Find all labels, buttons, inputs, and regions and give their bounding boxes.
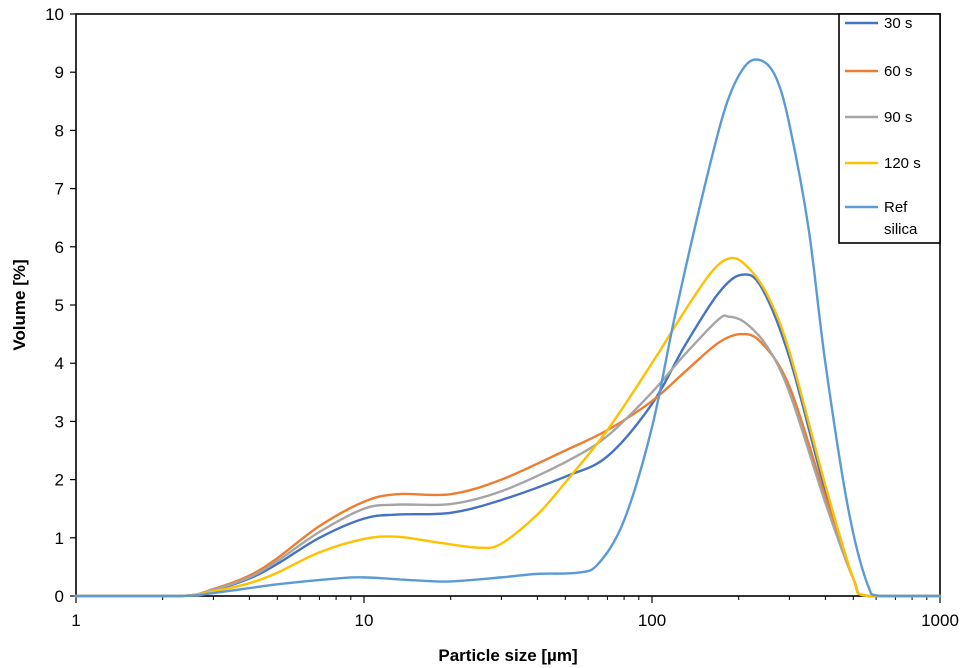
y-tick-label: 1 xyxy=(55,529,64,548)
y-tick-label: 6 xyxy=(55,238,64,257)
y-tick-label: 7 xyxy=(55,180,64,199)
x-tick-label: 10 xyxy=(355,611,374,630)
y-tick-label: 9 xyxy=(55,63,64,82)
series-line-1 xyxy=(74,332,942,598)
series-lines xyxy=(74,58,942,598)
y-tick-label: 2 xyxy=(55,471,64,490)
legend: 30 s 60 s 90 s 120 s Ref silica xyxy=(838,13,941,244)
legend-label: 90 s xyxy=(884,109,912,126)
y-axis-title: Volume [%] xyxy=(10,259,29,350)
series-line-3 xyxy=(74,256,942,598)
x-tick-label: 1 xyxy=(71,611,80,630)
legend-label: 30 s xyxy=(884,15,912,32)
series-line-0 xyxy=(74,273,942,598)
x-axis-title: Particle size [µm] xyxy=(438,646,577,665)
y-tick-label: 5 xyxy=(55,296,64,315)
x-tick-label: 100 xyxy=(638,611,666,630)
legend-label: 60 s xyxy=(884,63,912,80)
y-tick-label: 0 xyxy=(55,587,64,606)
y-tick-label: 3 xyxy=(55,412,64,431)
plot-area-frame xyxy=(75,13,941,597)
y-axis-ticks: 0 1 2 3 4 5 6 7 8 9 10 xyxy=(45,5,76,606)
y-tick-label: 8 xyxy=(55,121,64,140)
y-tick-label: 4 xyxy=(55,354,64,373)
series-line-2 xyxy=(74,314,942,598)
series-line-4 xyxy=(74,58,942,598)
legend-box xyxy=(838,13,941,244)
x-tick-label: 1000 xyxy=(921,611,959,630)
legend-label: 120 s xyxy=(884,155,921,172)
x-axis-ticks: 1 10 100 1000 xyxy=(71,596,959,630)
legend-label: Ref silica xyxy=(884,199,918,238)
y-tick-label: 10 xyxy=(45,5,64,24)
